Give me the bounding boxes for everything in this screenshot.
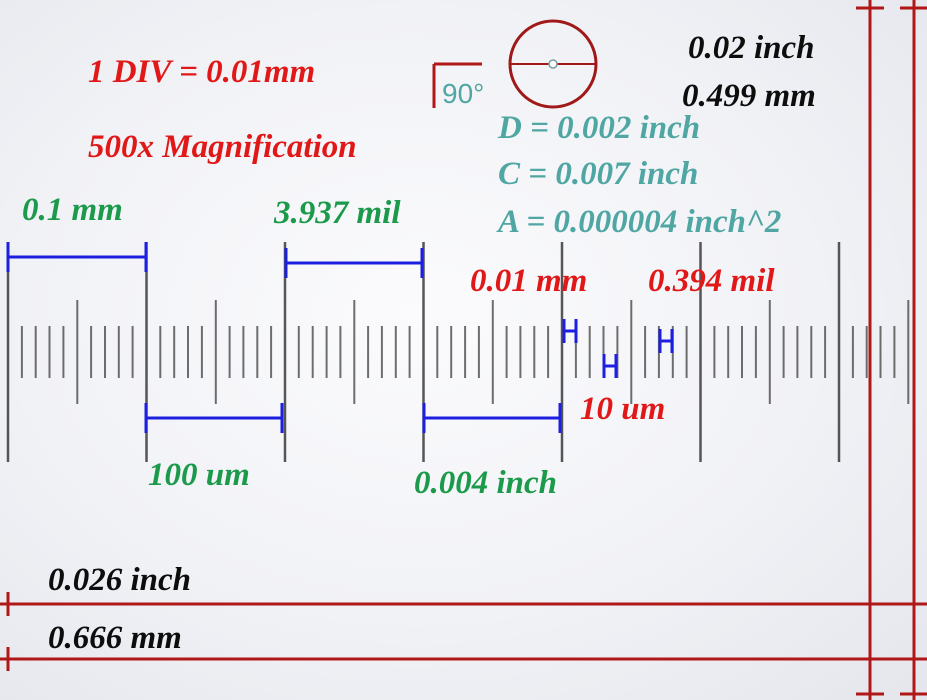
magnification-label: 500x Magnification [88, 131, 357, 164]
circle-diameter: D = 0.002 inch [498, 112, 700, 145]
measure-label-0004inch: 0.004 inch [414, 467, 557, 500]
top-right-mm: 0.499 mm [682, 80, 816, 113]
angle-value: 90° [442, 80, 484, 108]
circle-tool[interactable] [510, 21, 596, 107]
measure-label-3937mil: 3.937 mil [274, 197, 401, 230]
circle-area: A = 0.000004 inch^2 [498, 206, 781, 239]
measure-label-100um: 100 um [148, 459, 250, 492]
circle-circumference: C = 0.007 inch [498, 158, 698, 191]
blue-measure-01mm[interactable] [8, 242, 146, 272]
measure-label-0394mil: 0.394 mil [648, 265, 775, 298]
blue-measure-0004inch[interactable] [424, 403, 560, 433]
micro-measure-c[interactable] [660, 329, 672, 353]
blue-measure-100um[interactable] [146, 403, 282, 433]
div-scale-label: 1 DIV = 0.01mm [88, 56, 315, 89]
measure-label-10um: 10 um [580, 393, 665, 426]
bottom-inch: 0.026 inch [48, 564, 191, 597]
bottom-mm: 0.666 mm [48, 622, 182, 655]
micro-measure-b[interactable] [604, 354, 616, 378]
measure-label-001mm: 0.01 mm [470, 265, 587, 298]
blue-measure-3937mil[interactable] [286, 248, 422, 278]
micro-measure-a[interactable] [564, 319, 576, 343]
top-right-inch: 0.02 inch [688, 32, 815, 65]
measure-label-01mm: 0.1 mm [22, 194, 123, 227]
